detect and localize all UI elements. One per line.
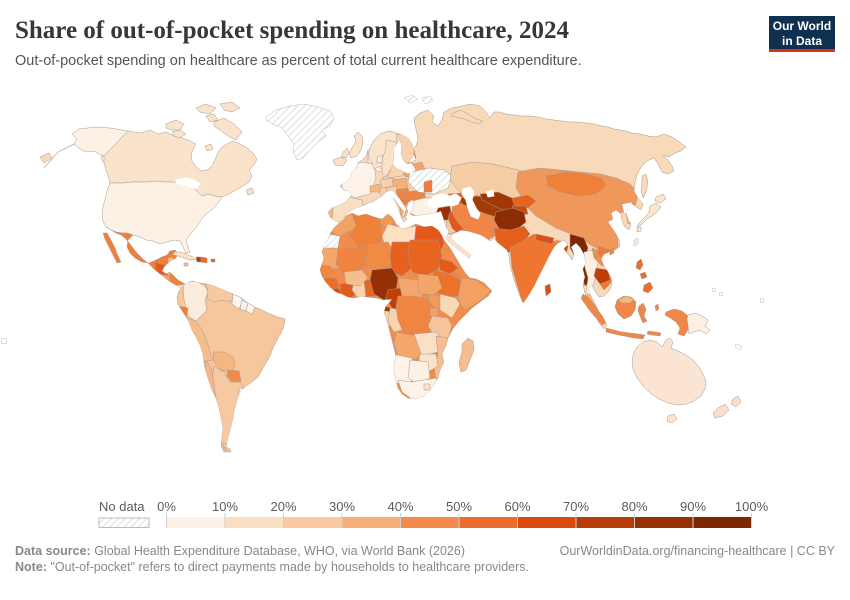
svg-text:80%: 80% <box>621 499 647 514</box>
svg-text:10%: 10% <box>212 499 238 514</box>
svg-text:0%: 0% <box>157 499 176 514</box>
svg-text:40%: 40% <box>387 499 413 514</box>
svg-text:No data: No data <box>99 499 145 514</box>
svg-text:30%: 30% <box>329 499 355 514</box>
svg-text:90%: 90% <box>680 499 706 514</box>
svg-text:70%: 70% <box>563 499 589 514</box>
svg-text:100%: 100% <box>735 499 769 514</box>
svg-text:60%: 60% <box>504 499 530 514</box>
svg-text:50%: 50% <box>446 499 472 514</box>
svg-text:20%: 20% <box>270 499 296 514</box>
